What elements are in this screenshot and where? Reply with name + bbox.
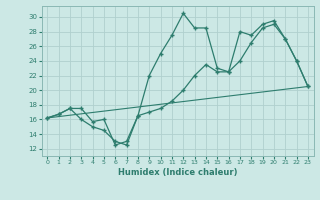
X-axis label: Humidex (Indice chaleur): Humidex (Indice chaleur): [118, 168, 237, 177]
